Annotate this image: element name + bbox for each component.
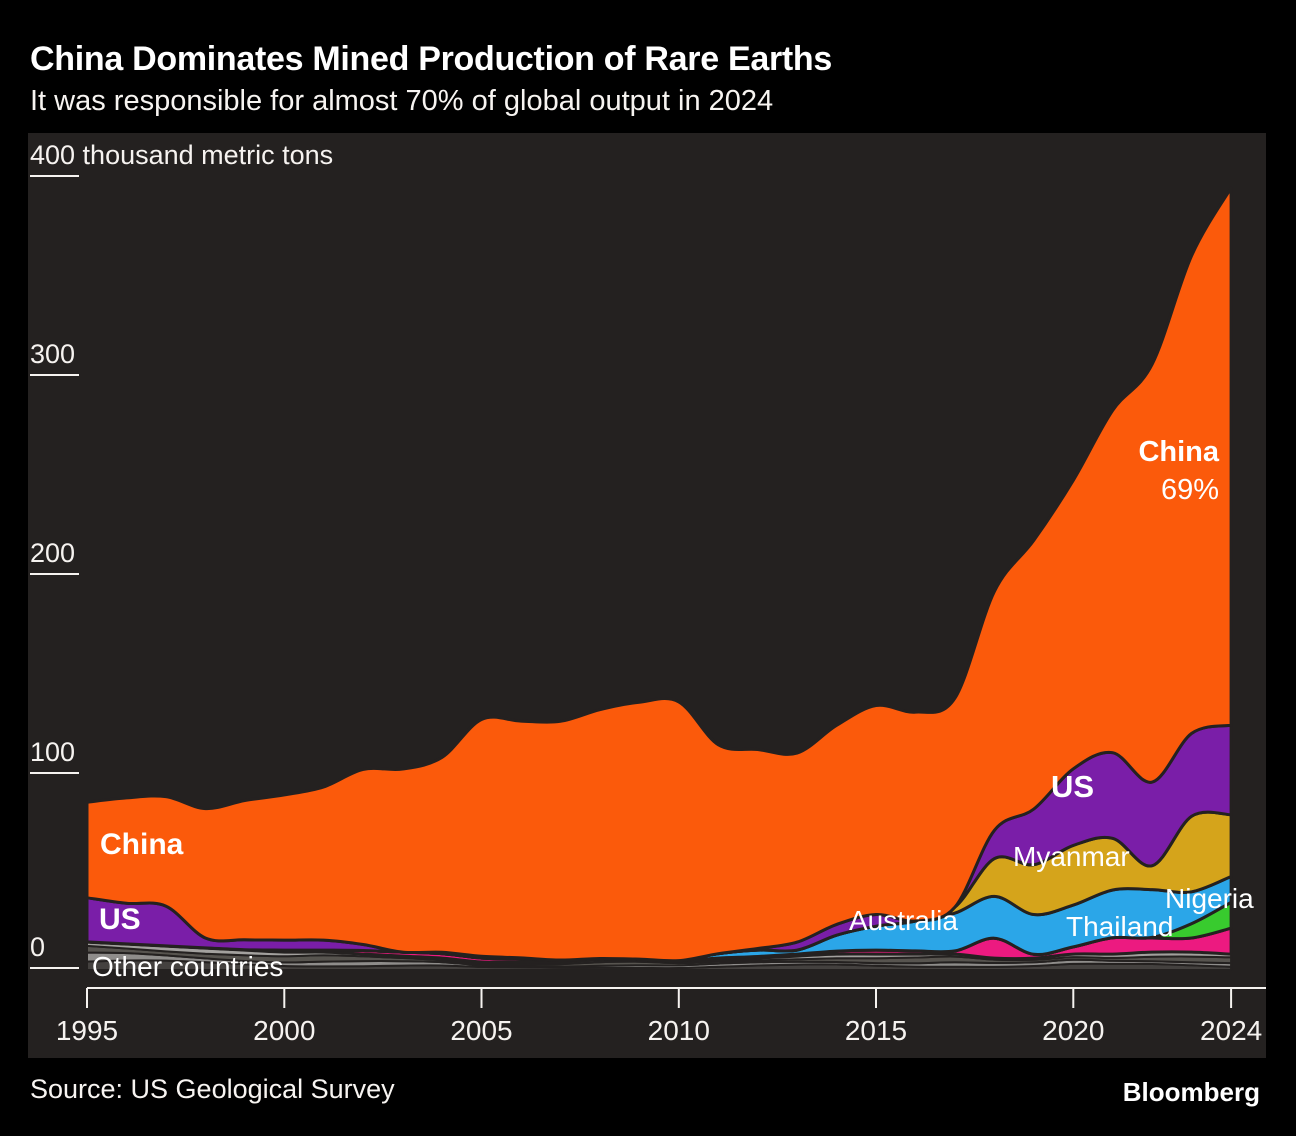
area-label-nigeria: Nigeria: [1165, 883, 1254, 914]
svg-text:300: 300: [30, 339, 75, 369]
area-label-thailand: Thailand: [1066, 911, 1174, 942]
area-label-myanmar: Myanmar: [1013, 841, 1130, 872]
svg-text:2005: 2005: [450, 1015, 512, 1046]
svg-text:2000: 2000: [253, 1015, 315, 1046]
svg-text:2024: 2024: [1200, 1015, 1262, 1046]
area-label-china-right: China: [1138, 436, 1219, 468]
bloomberg-logo: Bloomberg: [1122, 1077, 1260, 1107]
svg-text:2015: 2015: [845, 1015, 907, 1046]
area-label-us-left: US: [99, 903, 141, 936]
svg-text:2010: 2010: [648, 1015, 710, 1046]
svg-text:400 thousand metric tons: 400 thousand metric tons: [30, 140, 333, 170]
area-label-china-left: China: [100, 828, 184, 861]
page-title: China Dominates Mined Production of Rare…: [30, 40, 833, 78]
source-note: Source: US Geological Survey: [30, 1074, 395, 1104]
svg-text:100: 100: [30, 737, 75, 767]
area-label-us-right: US: [1051, 769, 1095, 804]
svg-text:200: 200: [30, 538, 75, 568]
area-label-australia: Australia: [849, 905, 958, 936]
svg-text:0: 0: [30, 932, 45, 962]
area-label-china-share: 69%: [1160, 474, 1219, 506]
svg-text:2020: 2020: [1042, 1015, 1104, 1046]
page-subtitle: It was responsible for almost 70% of glo…: [30, 85, 774, 117]
svg-text:1995: 1995: [56, 1015, 118, 1046]
area-label-other-countries: Other countries: [92, 951, 284, 982]
